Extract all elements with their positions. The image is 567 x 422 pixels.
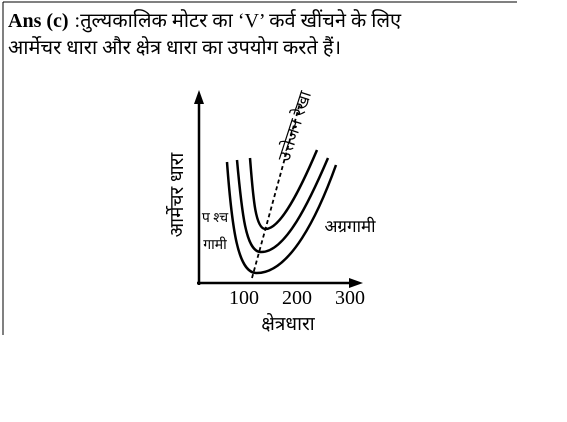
x-tick-label: 100 — [229, 287, 259, 309]
lagging-label: प श्च — [202, 211, 229, 226]
excitation-line — [251, 102, 301, 279]
answer-text: Ans (c) :तुल्यकालिक मोटर का ‘V’ कर्व खींच… — [8, 9, 402, 33]
x-tick-label: 300 — [335, 287, 365, 309]
text-line: :तुल्यकालिक मोटर का ‘V’ कर्व खींचने के ल… — [75, 9, 402, 33]
lagging-label: गामी — [203, 236, 227, 253]
excitation-label: उत्तेजन रेखा — [274, 88, 316, 164]
arrow-head — [194, 90, 204, 104]
x-axis-label: क्षेत्रधारा — [261, 312, 315, 335]
v-curve — [235, 157, 330, 254]
arrow-head — [349, 278, 363, 288]
leading-label: अग्रगामी — [324, 216, 376, 236]
x-tick-label: 200 — [282, 287, 312, 309]
diagram — [194, 90, 363, 288]
y-axis-label: आर्मेचर धारा — [165, 152, 188, 238]
v-curve — [225, 161, 338, 275]
answer-label: Ans (c) — [8, 10, 69, 32]
text-line: आर्मेचर धारा और क्षेत्र धारा का उपयोग कर… — [8, 36, 341, 59]
